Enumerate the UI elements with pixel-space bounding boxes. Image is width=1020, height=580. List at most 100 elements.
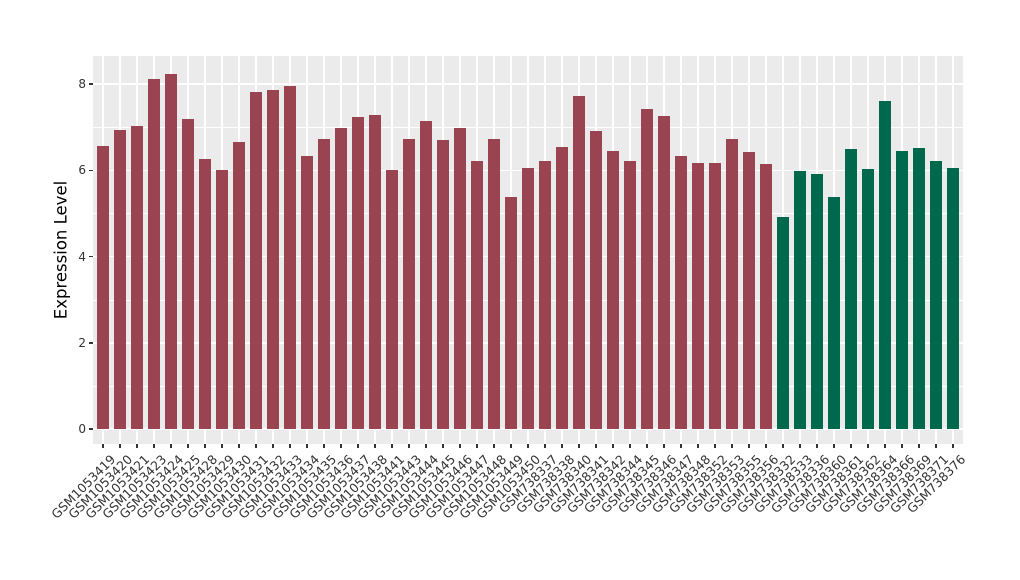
bar-GSM1053430 bbox=[233, 141, 246, 429]
x-tick-mark bbox=[731, 444, 733, 448]
y-tick-mark bbox=[89, 342, 93, 344]
bar-GSM738345 bbox=[640, 109, 653, 429]
x-tick-mark bbox=[629, 444, 631, 448]
y-tick-mark bbox=[89, 83, 93, 85]
bar-GSM1053441 bbox=[386, 169, 399, 429]
x-tick-mark bbox=[612, 444, 614, 448]
bar-GSM738371 bbox=[929, 160, 942, 429]
bar-GSM1053438 bbox=[369, 114, 382, 429]
bar-GSM738336 bbox=[810, 173, 823, 429]
x-tick-mark bbox=[170, 444, 172, 448]
bar-GSM1053434 bbox=[301, 156, 314, 429]
bar-GSM1053420 bbox=[114, 129, 127, 429]
bar-GSM738360 bbox=[827, 196, 840, 429]
x-tick-mark bbox=[119, 444, 121, 448]
x-tick-mark bbox=[272, 444, 274, 448]
bar-GSM1053425 bbox=[182, 118, 195, 429]
x-tick-mark bbox=[595, 444, 597, 448]
x-tick-mark bbox=[442, 444, 444, 448]
x-tick-mark bbox=[204, 444, 206, 448]
bar-GSM1053437 bbox=[352, 116, 365, 429]
x-tick-mark bbox=[238, 444, 240, 448]
x-tick-mark bbox=[561, 444, 563, 448]
bar-GSM1053431 bbox=[250, 91, 263, 429]
x-tick-mark bbox=[221, 444, 223, 448]
bar-GSM1053448 bbox=[488, 138, 501, 429]
x-tick-mark bbox=[153, 444, 155, 448]
bar-GSM1053432 bbox=[267, 89, 280, 429]
x-tick-mark bbox=[884, 444, 886, 448]
y-tick-label: 6 bbox=[78, 163, 86, 178]
x-tick-mark bbox=[663, 444, 665, 448]
bar-GSM738346 bbox=[657, 115, 670, 429]
x-tick-mark bbox=[748, 444, 750, 448]
bar-GSM1053435 bbox=[318, 139, 331, 429]
bar-GSM738364 bbox=[878, 100, 891, 429]
x-tick-mark bbox=[187, 444, 189, 448]
y-tick-mark bbox=[89, 428, 93, 430]
x-tick-mark bbox=[952, 444, 954, 448]
bar-GSM1053447 bbox=[471, 161, 484, 429]
x-tick-mark bbox=[782, 444, 784, 448]
bar-GSM1053443 bbox=[403, 138, 416, 429]
bar-GSM1053419 bbox=[97, 145, 110, 429]
x-tick-mark bbox=[289, 444, 291, 448]
bar-GSM738341 bbox=[589, 131, 602, 429]
bar-GSM738348 bbox=[691, 162, 704, 429]
x-tick-mark bbox=[340, 444, 342, 448]
bar-GSM1053423 bbox=[148, 78, 161, 429]
bar-GSM738369 bbox=[912, 147, 925, 429]
x-tick-mark bbox=[323, 444, 325, 448]
bar-GSM738376 bbox=[946, 168, 959, 429]
x-tick-mark bbox=[527, 444, 529, 448]
x-tick-mark bbox=[850, 444, 852, 448]
y-tick-label: 4 bbox=[78, 249, 86, 264]
bar-GSM738340 bbox=[572, 95, 585, 429]
y-tick-mark bbox=[89, 255, 93, 258]
x-tick-mark bbox=[680, 444, 682, 448]
bar-GSM738355 bbox=[742, 152, 755, 429]
bar-GSM738338 bbox=[555, 146, 568, 429]
bar-GSM1053449 bbox=[505, 196, 517, 429]
x-tick-mark bbox=[697, 444, 699, 448]
bar-GSM738353 bbox=[725, 138, 738, 429]
bar-GSM738347 bbox=[674, 156, 687, 429]
bar-GSM738342 bbox=[606, 150, 619, 429]
x-tick-mark bbox=[799, 444, 801, 448]
x-tick-mark bbox=[918, 444, 920, 448]
bar-GSM738332 bbox=[776, 216, 789, 429]
bar-GSM1053446 bbox=[454, 127, 467, 429]
x-tick-mark bbox=[408, 444, 410, 448]
x-tick-mark bbox=[476, 444, 478, 448]
bar-GSM1053445 bbox=[437, 140, 450, 429]
bar-GSM1053433 bbox=[284, 85, 297, 429]
x-tick-mark bbox=[510, 444, 512, 448]
x-tick-mark bbox=[544, 444, 546, 448]
x-tick-mark bbox=[935, 444, 937, 448]
x-tick-mark bbox=[714, 444, 716, 448]
x-tick-mark bbox=[833, 444, 835, 448]
x-tick-mark bbox=[255, 444, 257, 448]
plot-panel bbox=[93, 56, 963, 444]
bar-GSM1053424 bbox=[165, 73, 178, 429]
x-tick-mark bbox=[765, 444, 767, 448]
bar-GSM1053421 bbox=[131, 125, 144, 429]
x-tick-mark bbox=[374, 444, 376, 448]
x-tick-mark bbox=[136, 444, 138, 448]
x-tick-mark bbox=[306, 444, 308, 448]
y-tick-label: 0 bbox=[78, 422, 86, 436]
bar-GSM738356 bbox=[759, 163, 772, 429]
x-tick-mark bbox=[459, 444, 461, 448]
bar-GSM738366 bbox=[895, 150, 908, 429]
bar-GSM1053429 bbox=[216, 169, 229, 429]
x-tick-mark bbox=[816, 444, 818, 448]
x-tick-mark bbox=[578, 444, 580, 448]
x-tick-mark bbox=[391, 444, 393, 448]
bar-GSM1053428 bbox=[199, 159, 212, 429]
x-tick-mark bbox=[867, 444, 869, 448]
bar-GSM738352 bbox=[708, 162, 721, 429]
x-tick-mark bbox=[425, 444, 427, 448]
x-tick-mark bbox=[357, 444, 359, 448]
bar-GSM1053436 bbox=[335, 127, 348, 429]
